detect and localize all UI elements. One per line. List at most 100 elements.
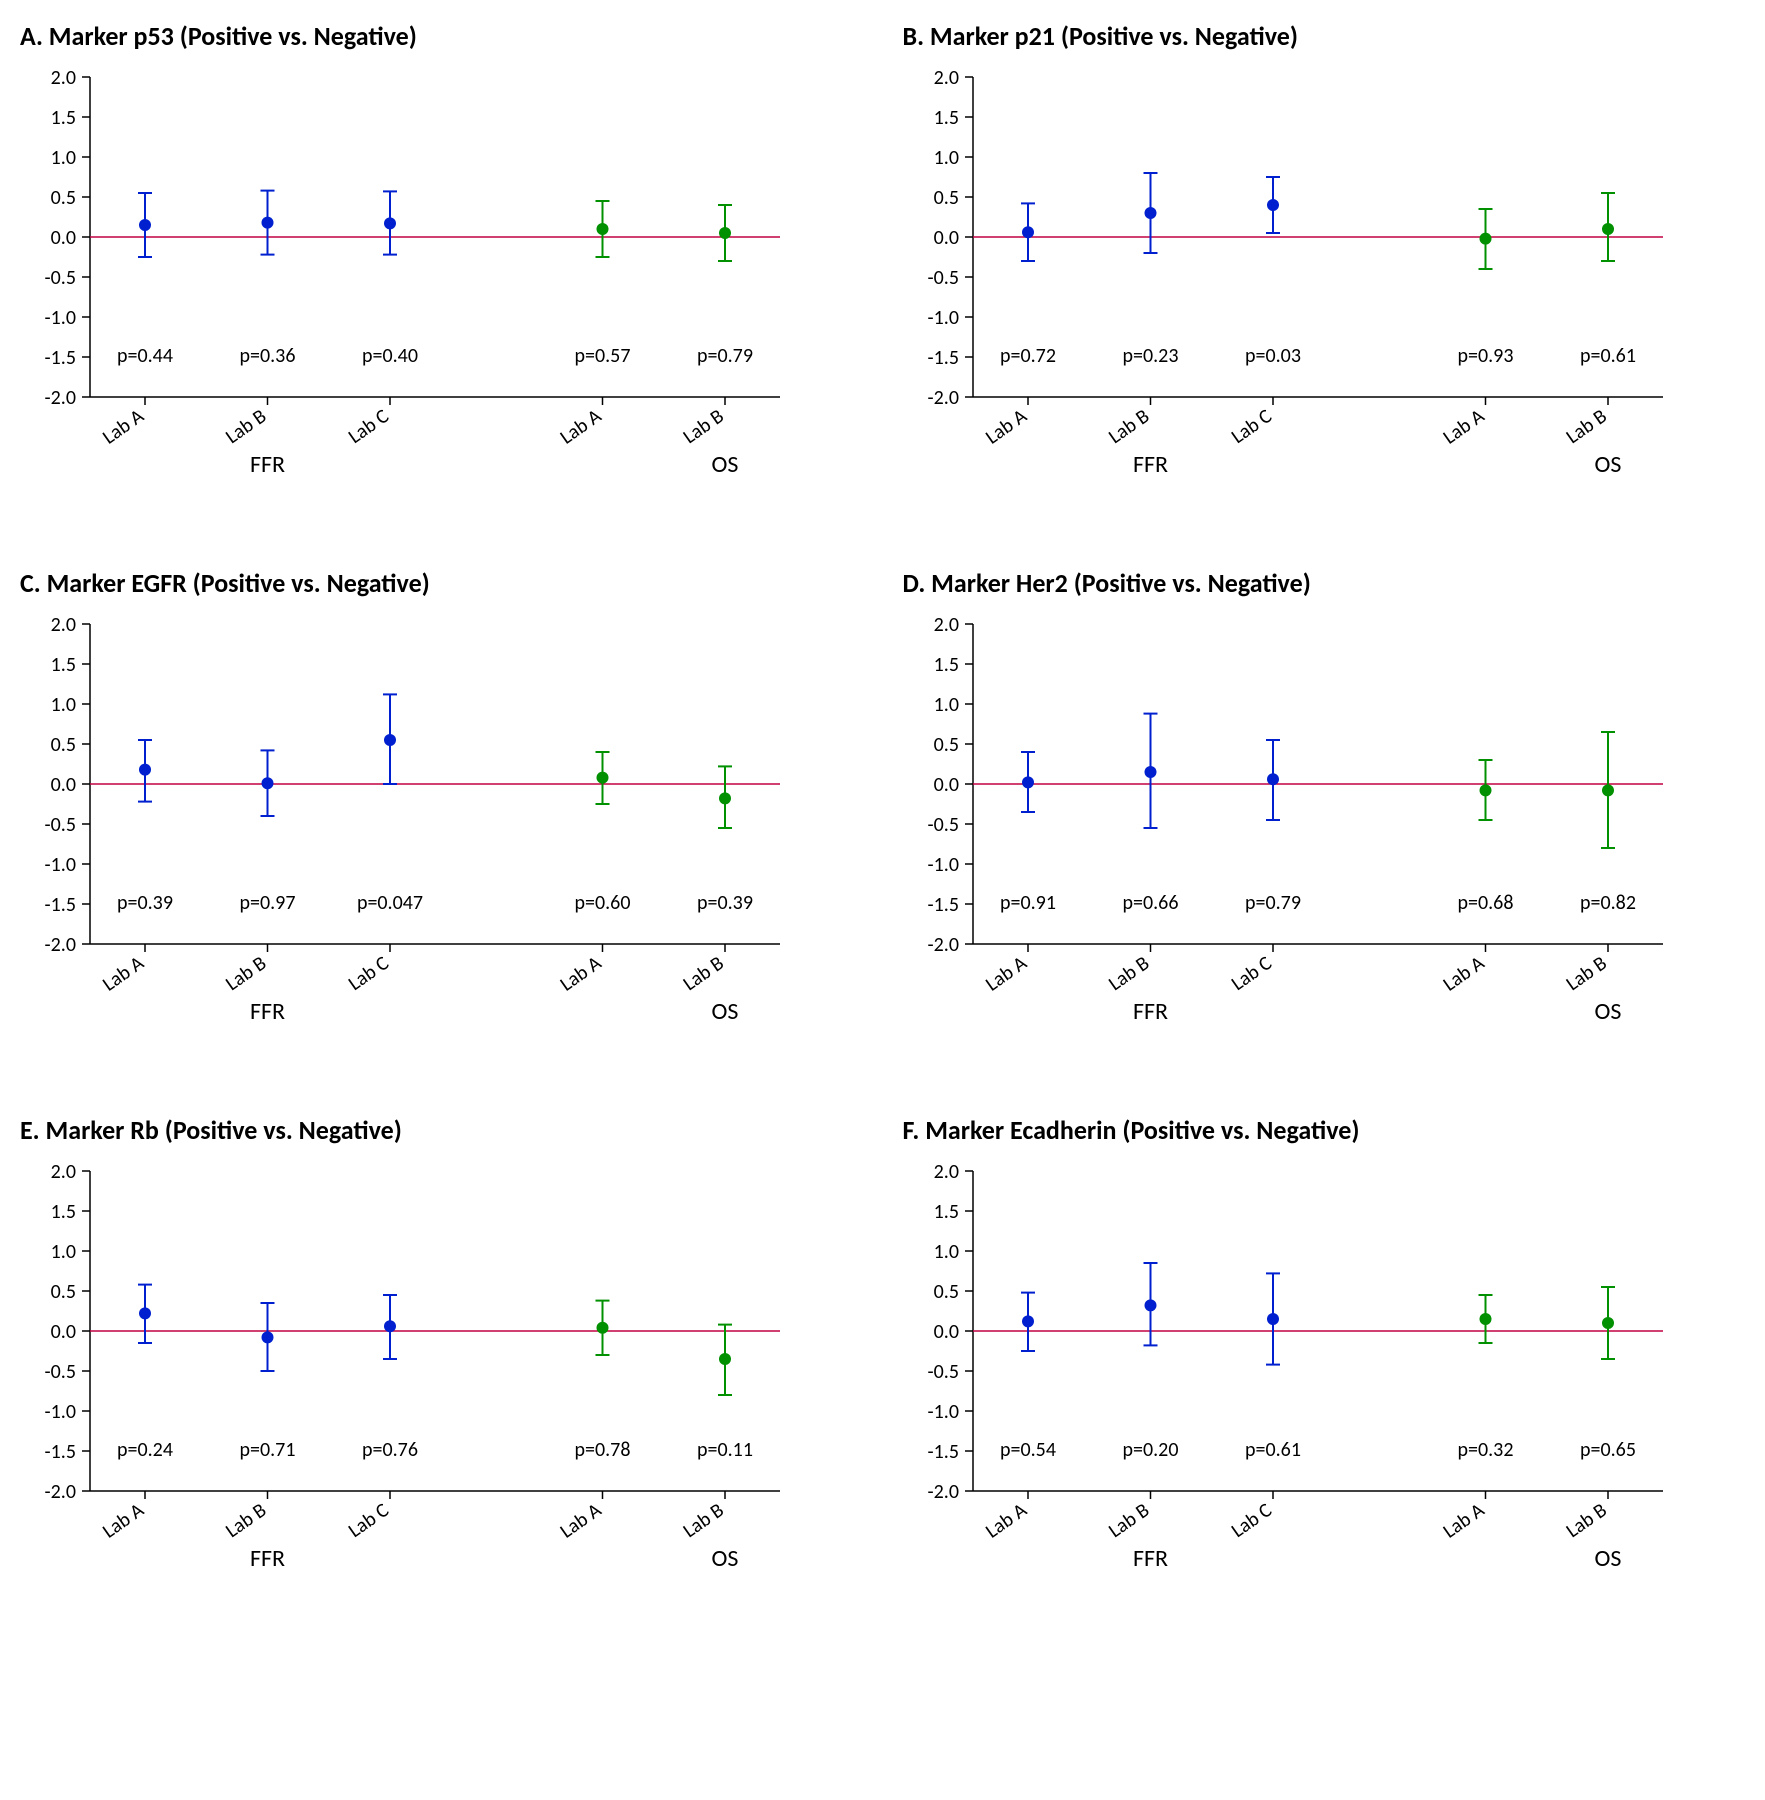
svg-text:OS: OS [1594, 1544, 1621, 1573]
svg-text:0.5: 0.5 [933, 733, 958, 757]
svg-text:Lab A: Lab A [981, 404, 1032, 449]
svg-text:-1.5: -1.5 [45, 893, 76, 917]
data-point [1022, 1315, 1034, 1327]
svg-text:Lab B: Lab B [1561, 1498, 1611, 1543]
p-value: p=0.20 [1122, 1438, 1178, 1462]
data-point [597, 1322, 609, 1334]
svg-text:OS: OS [712, 1544, 739, 1573]
svg-text:0.0: 0.0 [933, 226, 958, 250]
p-value: p=0.40 [362, 344, 418, 368]
svg-text:2.0: 2.0 [51, 67, 76, 90]
svg-text:Lab B: Lab B [1561, 951, 1611, 996]
svg-text:2.0: 2.0 [933, 67, 958, 90]
panel-E: E. Marker Rb (Positive vs. Negative)-2.0… [20, 1114, 863, 1581]
svg-text:0.5: 0.5 [51, 186, 76, 210]
svg-text:Lab B: Lab B [221, 1498, 271, 1543]
svg-text:1.0: 1.0 [933, 146, 958, 170]
data-point [1144, 766, 1156, 778]
svg-text:0.5: 0.5 [51, 1280, 76, 1304]
svg-text:-2.0: -2.0 [927, 1480, 958, 1504]
forest-plot: -2.0-1.5-1.0-0.50.00.51.01.52.0Lab ALab … [20, 67, 800, 487]
panel-title: A. Marker p53 (Positive vs. Negative) [20, 20, 863, 52]
svg-text:1.5: 1.5 [51, 106, 76, 130]
svg-text:-0.5: -0.5 [45, 1360, 76, 1384]
svg-text:OS: OS [1594, 450, 1621, 479]
p-value: p=0.39 [117, 891, 173, 915]
p-value: p=0.36 [240, 344, 296, 368]
panel-title: F. Marker Ecadherin (Positive vs. Negati… [903, 1114, 1746, 1146]
svg-text:Lab B: Lab B [221, 951, 271, 996]
p-value: p=0.93 [1457, 344, 1513, 368]
p-value: p=0.72 [1000, 344, 1056, 368]
data-point [384, 734, 396, 746]
svg-text:Lab A: Lab A [1438, 404, 1489, 449]
svg-text:0.0: 0.0 [51, 226, 76, 250]
svg-text:Lab A: Lab A [98, 1498, 149, 1543]
svg-text:1.0: 1.0 [933, 1240, 958, 1264]
svg-text:-0.5: -0.5 [45, 813, 76, 837]
svg-text:0.0: 0.0 [933, 1320, 958, 1344]
p-value: p=0.71 [240, 1438, 296, 1462]
chart-grid: A. Marker p53 (Positive vs. Negative) -2.… [20, 20, 1745, 1581]
svg-text:1.5: 1.5 [933, 106, 958, 130]
svg-text:Lab C: Lab C [344, 1498, 394, 1543]
p-value: p=0.54 [1000, 1438, 1056, 1462]
svg-text:2.0: 2.0 [933, 1161, 958, 1184]
data-point [1479, 784, 1491, 796]
svg-text:0.5: 0.5 [933, 186, 958, 210]
svg-text:Lab A: Lab A [556, 1498, 607, 1543]
svg-text:Lab C: Lab C [1226, 951, 1276, 996]
svg-text:-2.0: -2.0 [45, 933, 76, 957]
panel-title: B. Marker p21 (Positive vs. Negative) [903, 20, 1746, 52]
svg-text:Lab B: Lab B [1104, 404, 1154, 449]
p-value: p=0.03 [1245, 344, 1301, 368]
svg-text:Lab A: Lab A [98, 404, 149, 449]
svg-text:-1.0: -1.0 [927, 1400, 958, 1424]
data-point [1267, 773, 1279, 785]
p-value: p=0.60 [575, 891, 631, 915]
svg-text:2.0: 2.0 [51, 614, 76, 637]
svg-text:Lab C: Lab C [1226, 1498, 1276, 1543]
svg-text:-1.5: -1.5 [927, 1440, 958, 1464]
data-point [1267, 199, 1279, 211]
data-point [1144, 207, 1156, 219]
forest-plot: -2.0-1.5-1.0-0.50.00.51.01.52.0Lab ALab … [903, 1161, 1683, 1581]
p-value: p=0.78 [575, 1438, 631, 1462]
data-point [1602, 1317, 1614, 1329]
p-value: p=0.79 [697, 344, 753, 368]
p-value: p=0.76 [362, 1438, 418, 1462]
data-point [1479, 233, 1491, 245]
svg-text:0.0: 0.0 [51, 1320, 76, 1344]
p-value: p=0.79 [1245, 891, 1301, 915]
p-value: p=0.61 [1580, 344, 1636, 368]
svg-text:Lab B: Lab B [221, 404, 271, 449]
p-value: p=0.39 [697, 891, 753, 915]
svg-text:FFR: FFR [1132, 997, 1167, 1026]
svg-text:-1.5: -1.5 [45, 1440, 76, 1464]
p-value: p=0.65 [1580, 1438, 1636, 1462]
svg-text:Lab A: Lab A [556, 951, 607, 996]
svg-text:-0.5: -0.5 [927, 813, 958, 837]
svg-text:-0.5: -0.5 [927, 1360, 958, 1384]
panel-A: A. Marker p53 (Positive vs. Negative)-2.… [20, 20, 863, 487]
svg-text:0.0: 0.0 [51, 773, 76, 797]
svg-text:-1.0: -1.0 [45, 853, 76, 877]
forest-plot: -2.0-1.5-1.0-0.50.00.51.01.52.0Lab ALab … [20, 1161, 800, 1581]
forest-plot: -2.0-1.5-1.0-0.50.00.51.01.52.0Lab ALab … [903, 614, 1683, 1034]
svg-text:FFR: FFR [250, 1544, 285, 1573]
svg-text:2.0: 2.0 [51, 1161, 76, 1184]
svg-text:1.5: 1.5 [51, 1200, 76, 1224]
svg-text:Lab A: Lab A [1438, 1498, 1489, 1543]
data-point [384, 1320, 396, 1332]
data-point [139, 764, 151, 776]
svg-text:-0.5: -0.5 [927, 266, 958, 290]
data-point [1022, 776, 1034, 788]
data-point [262, 777, 274, 789]
svg-text:1.5: 1.5 [51, 653, 76, 677]
svg-text:-2.0: -2.0 [927, 386, 958, 410]
svg-text:1.0: 1.0 [933, 693, 958, 717]
svg-text:OS: OS [712, 997, 739, 1026]
svg-text:-0.5: -0.5 [45, 266, 76, 290]
p-value: p=0.61 [1245, 1438, 1301, 1462]
data-point [262, 217, 274, 229]
